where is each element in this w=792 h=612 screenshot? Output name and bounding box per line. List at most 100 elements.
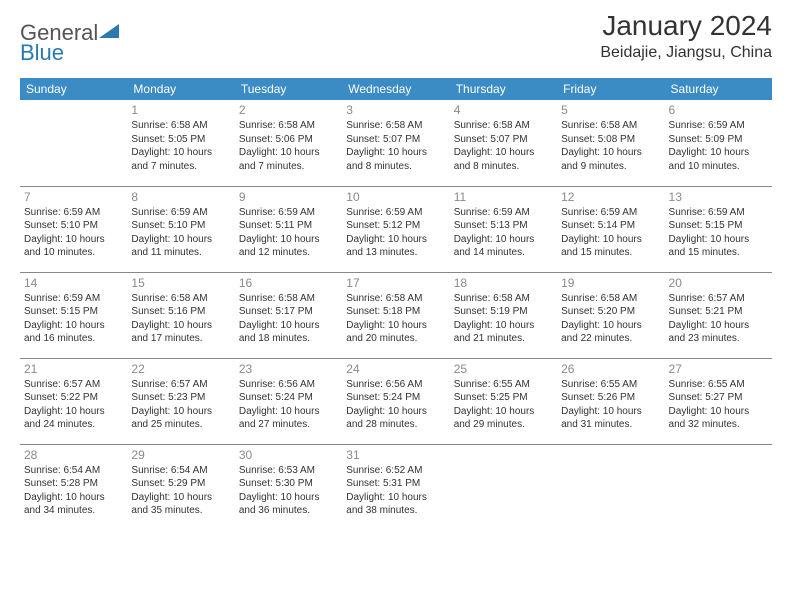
day-info: Sunrise: 6:57 AMSunset: 5:23 PMDaylight:… xyxy=(131,378,230,432)
day-info: Sunrise: 6:58 AMSunset: 5:07 PMDaylight:… xyxy=(454,119,553,173)
month-title: January 2024 xyxy=(600,10,772,42)
day-number: 12 xyxy=(561,190,660,204)
calendar-day-cell: 8 Sunrise: 6:59 AMSunset: 5:10 PMDaylight… xyxy=(127,186,234,272)
calendar-day-cell: 15 Sunrise: 6:58 AMSunset: 5:16 PMDayligh… xyxy=(127,272,234,358)
day-number: 6 xyxy=(669,103,768,117)
calendar-day-cell: 21 Sunrise: 6:57 AMSunset: 5:22 PMDayligh… xyxy=(20,358,127,444)
day-info: Sunrise: 6:58 AMSunset: 5:16 PMDaylight:… xyxy=(131,292,230,346)
weekday-header: Wednesday xyxy=(342,78,449,100)
day-info: Sunrise: 6:53 AMSunset: 5:30 PMDaylight:… xyxy=(239,464,338,518)
calendar-day-cell xyxy=(450,444,557,530)
day-number: 25 xyxy=(454,362,553,376)
day-number: 14 xyxy=(24,276,123,290)
day-number: 11 xyxy=(454,190,553,204)
day-number: 20 xyxy=(669,276,768,290)
calendar-day-cell: 4Sunrise: 6:58 AMSunset: 5:07 PMDaylight… xyxy=(450,100,557,186)
day-info: Sunrise: 6:58 AMSunset: 5:07 PMDaylight:… xyxy=(346,119,445,173)
day-number: 31 xyxy=(346,448,445,462)
day-number: 3 xyxy=(346,103,445,117)
day-info: Sunrise: 6:52 AMSunset: 5:31 PMDaylight:… xyxy=(346,464,445,518)
day-info: Sunrise: 6:58 AMSunset: 5:17 PMDaylight:… xyxy=(239,292,338,346)
calendar-day-cell: 20 Sunrise: 6:57 AMSunset: 5:21 PMDayligh… xyxy=(665,272,772,358)
weekday-header: Monday xyxy=(127,78,234,100)
day-number: 19 xyxy=(561,276,660,290)
logo-text-blue: Blue xyxy=(20,40,64,65)
day-number: 26 xyxy=(561,362,660,376)
day-number: 18 xyxy=(454,276,553,290)
day-info: Sunrise: 6:55 AMSunset: 5:27 PMDaylight:… xyxy=(669,378,768,432)
calendar-day-cell xyxy=(557,444,664,530)
day-number: 15 xyxy=(131,276,230,290)
day-info: Sunrise: 6:59 AMSunset: 5:15 PMDaylight:… xyxy=(24,292,123,346)
day-number: 24 xyxy=(346,362,445,376)
calendar-day-cell xyxy=(665,444,772,530)
weekday-header: Friday xyxy=(557,78,664,100)
day-number: 21 xyxy=(24,362,123,376)
day-number: 1 xyxy=(131,103,230,117)
calendar-day-cell: 22 Sunrise: 6:57 AMSunset: 5:23 PMDayligh… xyxy=(127,358,234,444)
calendar-day-cell: 25 Sunrise: 6:55 AMSunset: 5:25 PMDayligh… xyxy=(450,358,557,444)
calendar-week-row: 1Sunrise: 6:58 AMSunset: 5:05 PMDaylight… xyxy=(20,100,772,186)
day-number: 29 xyxy=(131,448,230,462)
day-number: 5 xyxy=(561,103,660,117)
calendar-day-cell: 26Sunrise: 6:55 AMSunset: 5:26 PMDayligh… xyxy=(557,358,664,444)
day-info: Sunrise: 6:55 AMSunset: 5:25 PMDaylight:… xyxy=(454,378,553,432)
calendar-day-cell: 27 Sunrise: 6:55 AMSunset: 5:27 PMDayligh… xyxy=(665,358,772,444)
calendar-day-cell: 18 Sunrise: 6:58 AMSunset: 5:19 PMDayligh… xyxy=(450,272,557,358)
day-info: Sunrise: 6:57 AMSunset: 5:22 PMDaylight:… xyxy=(24,378,123,432)
calendar-day-cell: 5 Sunrise: 6:58 AMSunset: 5:08 PMDaylight… xyxy=(557,100,664,186)
calendar-day-cell: 12 Sunrise: 6:59 AMSunset: 5:14 PMDayligh… xyxy=(557,186,664,272)
day-number: 16 xyxy=(239,276,338,290)
day-info: Sunrise: 6:58 AMSunset: 5:20 PMDaylight:… xyxy=(561,292,660,346)
day-info: Sunrise: 6:54 AMSunset: 5:29 PMDaylight:… xyxy=(131,464,230,518)
calendar-day-cell: 29 Sunrise: 6:54 AMSunset: 5:29 PMDayligh… xyxy=(127,444,234,530)
day-number: 10 xyxy=(346,190,445,204)
calendar-day-cell: 1Sunrise: 6:58 AMSunset: 5:05 PMDaylight… xyxy=(127,100,234,186)
calendar-day-cell: 11 Sunrise: 6:59 AMSunset: 5:13 PMDayligh… xyxy=(450,186,557,272)
day-info: Sunrise: 6:56 AMSunset: 5:24 PMDaylight:… xyxy=(346,378,445,432)
day-number: 30 xyxy=(239,448,338,462)
calendar-day-cell: 13 Sunrise: 6:59 AMSunset: 5:15 PMDayligh… xyxy=(665,186,772,272)
calendar-day-cell: 6 Sunrise: 6:59 AMSunset: 5:09 PMDaylight… xyxy=(665,100,772,186)
day-number: 9 xyxy=(239,190,338,204)
day-number: 2 xyxy=(239,103,338,117)
day-number: 13 xyxy=(669,190,768,204)
calendar-day-cell: 2 Sunrise: 6:58 AMSunset: 5:06 PMDaylight… xyxy=(235,100,342,186)
calendar-week-row: 28Sunrise: 6:54 AMSunset: 5:28 PMDayligh… xyxy=(20,444,772,530)
calendar-day-cell: 30 Sunrise: 6:53 AMSunset: 5:30 PMDayligh… xyxy=(235,444,342,530)
calendar-day-cell: 14 Sunrise: 6:59 AMSunset: 5:15 PMDayligh… xyxy=(20,272,127,358)
day-info: Sunrise: 6:59 AMSunset: 5:13 PMDaylight:… xyxy=(454,206,553,260)
calendar-day-cell: 9 Sunrise: 6:59 AMSunset: 5:11 PMDaylight… xyxy=(235,186,342,272)
calendar-day-cell xyxy=(20,100,127,186)
day-info: Sunrise: 6:58 AMSunset: 5:08 PMDaylight:… xyxy=(561,119,660,173)
calendar-day-cell: 31 Sunrise: 6:52 AMSunset: 5:31 PMDayligh… xyxy=(342,444,449,530)
weekday-header-row: SundayMondayTuesdayWednesdayThursdayFrid… xyxy=(20,78,772,100)
weekday-header: Saturday xyxy=(665,78,772,100)
calendar-day-cell: 7 Sunrise: 6:59 AMSunset: 5:10 PMDaylight… xyxy=(20,186,127,272)
day-info: Sunrise: 6:57 AMSunset: 5:21 PMDaylight:… xyxy=(669,292,768,346)
day-number: 28 xyxy=(24,448,123,462)
day-number: 8 xyxy=(131,190,230,204)
calendar-day-cell: 19 Sunrise: 6:58 AMSunset: 5:20 PMDayligh… xyxy=(557,272,664,358)
calendar-week-row: 21 Sunrise: 6:57 AMSunset: 5:22 PMDayligh… xyxy=(20,358,772,444)
day-number: 27 xyxy=(669,362,768,376)
day-info: Sunrise: 6:58 AMSunset: 5:06 PMDaylight:… xyxy=(239,119,338,173)
calendar-week-row: 7 Sunrise: 6:59 AMSunset: 5:10 PMDaylight… xyxy=(20,186,772,272)
weekday-header: Thursday xyxy=(450,78,557,100)
day-info: Sunrise: 6:59 AMSunset: 5:11 PMDaylight:… xyxy=(239,206,338,260)
calendar-day-cell: 10Sunrise: 6:59 AMSunset: 5:12 PMDayligh… xyxy=(342,186,449,272)
calendar-day-cell: 24 Sunrise: 6:56 AMSunset: 5:24 PMDayligh… xyxy=(342,358,449,444)
day-info: Sunrise: 6:59 AMSunset: 5:10 PMDaylight:… xyxy=(24,206,123,260)
day-number: 23 xyxy=(239,362,338,376)
day-number: 7 xyxy=(24,190,123,204)
weekday-header: Sunday xyxy=(20,78,127,100)
day-info: Sunrise: 6:59 AMSunset: 5:14 PMDaylight:… xyxy=(561,206,660,260)
calendar-day-cell: 3 Sunrise: 6:58 AMSunset: 5:07 PMDaylight… xyxy=(342,100,449,186)
weekday-header: Tuesday xyxy=(235,78,342,100)
day-info: Sunrise: 6:58 AMSunset: 5:19 PMDaylight:… xyxy=(454,292,553,346)
day-info: Sunrise: 6:59 AMSunset: 5:15 PMDaylight:… xyxy=(669,206,768,260)
day-number: 22 xyxy=(131,362,230,376)
calendar-day-cell: 23Sunrise: 6:56 AMSunset: 5:24 PMDayligh… xyxy=(235,358,342,444)
day-info: Sunrise: 6:59 AMSunset: 5:09 PMDaylight:… xyxy=(669,119,768,173)
day-info: Sunrise: 6:59 AMSunset: 5:10 PMDaylight:… xyxy=(131,206,230,260)
